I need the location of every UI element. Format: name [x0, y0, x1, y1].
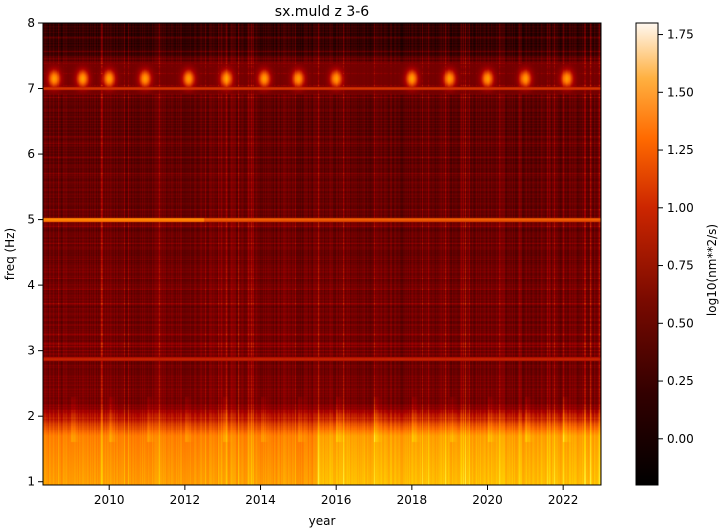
- y-axis-label: freq (Hz): [3, 228, 17, 280]
- y-tick-label: 8: [27, 16, 35, 30]
- colorbar-axis: 0.00 0.25 0.50 0.75 1.00 1.25 1.50 1.75: [658, 28, 694, 446]
- x-tick-label: 2022: [548, 493, 579, 507]
- colorbar-tick-label: 0.00: [667, 432, 694, 446]
- colorbar-tick-label: 0.75: [667, 259, 694, 273]
- x-tick-label: 2018: [397, 493, 428, 507]
- x-tick-label: 2012: [170, 493, 201, 507]
- y-tick-label: 1: [27, 475, 35, 489]
- colorbar-tick-label: 0.50: [667, 316, 694, 330]
- y-tick-label: 6: [27, 147, 35, 161]
- y-tick-label: 5: [27, 213, 35, 227]
- chart-title: sx.muld z 3-6: [275, 4, 370, 20]
- colorbar-label: log10(nm**2/s): [705, 224, 719, 316]
- colorbar-tick-label: 1.50: [667, 85, 694, 99]
- plot-frame: [42, 22, 602, 486]
- y-tick-label: 3: [27, 344, 35, 358]
- colorbar-tick-label: 1.00: [667, 201, 694, 215]
- heatmap-image: [43, 23, 601, 485]
- colorbar-tick-label: 1.25: [667, 143, 694, 157]
- y-tick-label: 4: [27, 278, 35, 292]
- colorbar-tick-label: 0.25: [667, 374, 694, 388]
- x-tick-label: 2014: [245, 493, 276, 507]
- x-axis: 2010 2012 2014 2016 2018 2020 2022: [94, 485, 579, 507]
- colorbar: [635, 22, 659, 486]
- x-tick-label: 2016: [321, 493, 352, 507]
- x-axis-label: year: [309, 514, 336, 528]
- x-tick-label: 2020: [472, 493, 503, 507]
- colorbar-tick-label: 1.75: [667, 28, 694, 42]
- y-axis: 1 2 3 4 5 6 7 8: [27, 16, 43, 489]
- x-tick-label: 2010: [94, 493, 125, 507]
- y-tick-label: 2: [27, 409, 35, 423]
- y-tick-label: 7: [27, 82, 35, 96]
